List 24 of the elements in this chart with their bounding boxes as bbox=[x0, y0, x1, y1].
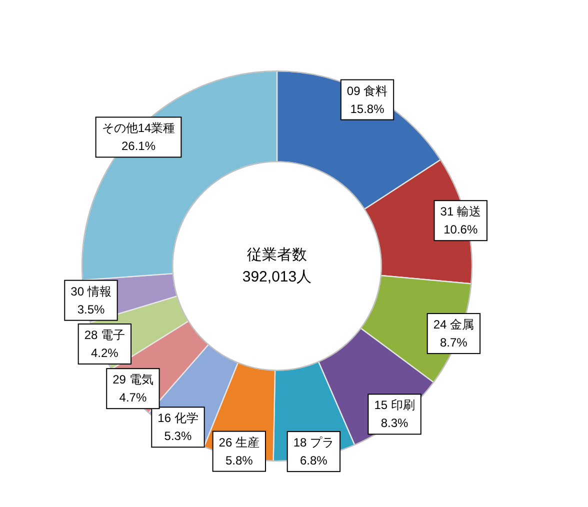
slice-label: 16 化学 bbox=[158, 411, 198, 426]
data-label: 8.7% bbox=[440, 336, 468, 350]
data-label: 5.3% bbox=[164, 429, 192, 444]
data-label: 26.1% bbox=[121, 139, 156, 154]
slice-label: 26 生産 bbox=[218, 435, 260, 450]
slice-label: 28 電子 bbox=[84, 328, 126, 342]
slice-label: 30 情報 bbox=[70, 284, 112, 298]
slice-label: 09 食料 bbox=[346, 84, 388, 98]
data-label: 6.8% bbox=[300, 454, 328, 468]
data-label: 3.5% bbox=[77, 302, 105, 316]
slice-label: 24 金属 bbox=[433, 318, 474, 332]
text: 従業者数 bbox=[247, 246, 307, 264]
slice-label: 18 プラ bbox=[293, 436, 334, 450]
slice-label: その他14業種 bbox=[102, 121, 176, 136]
text: 392,013人 bbox=[242, 268, 312, 286]
slice-label: 15 印刷 bbox=[374, 398, 415, 412]
data-label: 8.3% bbox=[380, 416, 409, 430]
data-label: 4.2% bbox=[90, 346, 119, 360]
data-label: 4.7% bbox=[119, 390, 147, 405]
data-label: 10.6% bbox=[444, 222, 478, 237]
data-label: 15.8% bbox=[350, 102, 385, 116]
data-label: 5.8% bbox=[225, 453, 254, 468]
slice-label: 29 電気 bbox=[112, 372, 154, 387]
slice-label: 31 輸送 bbox=[440, 204, 481, 219]
